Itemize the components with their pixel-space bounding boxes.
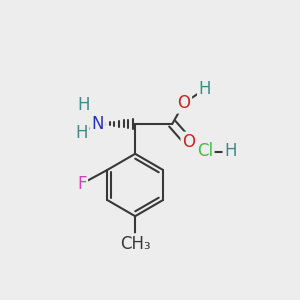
- Text: O: O: [182, 133, 195, 151]
- Text: CH₃: CH₃: [120, 235, 151, 253]
- Text: H: H: [224, 142, 237, 160]
- Text: H: H: [75, 124, 88, 142]
- Text: O: O: [178, 94, 190, 112]
- Text: Cl: Cl: [197, 142, 213, 160]
- Text: N: N: [92, 115, 104, 133]
- Text: H: H: [199, 80, 211, 98]
- Text: F: F: [77, 175, 86, 193]
- Text: H: H: [78, 96, 90, 114]
